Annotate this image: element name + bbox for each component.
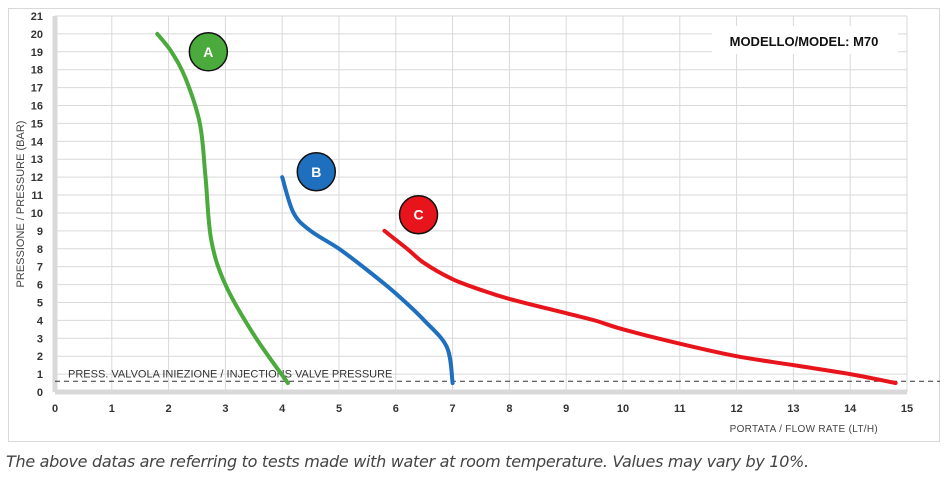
y-tick-label: 17	[31, 83, 43, 95]
y-tick-label: 5	[37, 297, 43, 309]
y-tick-label: 12	[31, 172, 43, 184]
y-tick-label: 3	[37, 333, 43, 345]
y-tick-label: 9	[37, 226, 43, 238]
x-tick-label: 14	[844, 403, 857, 415]
x-tick-label: 0	[52, 403, 58, 415]
pressure-flow-chart: 0 1 2 3 4 5 6 7 8 9 10 11 12 13 14 15012345678910111213…	[15, 11, 940, 435]
y-tick-label: 21	[31, 11, 43, 23]
x-tick-label: 10	[617, 403, 629, 415]
x-tick-label: 4	[279, 403, 286, 415]
caption: The above datas are referring to tests m…	[6, 452, 809, 471]
x-tick-label: 6	[393, 403, 399, 415]
x-tick-label: 2	[166, 403, 172, 415]
chart-title: MODELLO/MODEL: M70	[730, 34, 879, 49]
x-tick-label: 9	[563, 403, 569, 415]
series-marker-c	[398, 194, 439, 235]
y-tick-label: 7	[37, 262, 43, 274]
chart-frame	[8, 8, 940, 442]
y-tick-label: 1	[37, 369, 43, 381]
y-tick-label: 4	[37, 315, 44, 327]
y-tick-label: 8	[37, 244, 43, 256]
y-tick-label: 20	[31, 29, 43, 41]
x-tick-label: 11	[674, 403, 686, 415]
x-tick-label: 7	[450, 403, 456, 415]
series-marker-b	[296, 152, 337, 192]
x-tick-label: 8	[506, 403, 512, 415]
title-background	[712, 26, 898, 54]
y-tick-label: 14	[31, 136, 44, 148]
y-tick-label: 2	[37, 351, 43, 363]
series-line-a	[155, 31, 290, 386]
reference-line-label: PRESS. VALVOLA INIEZIONE / INJECTIONS VA…	[68, 368, 392, 380]
y-tick-label: 16	[31, 101, 43, 113]
series-label-a: A	[203, 44, 213, 60]
x-axis-label: PORTATA / FLOW RATE (LT/H)	[730, 424, 878, 435]
x-tick-label: 15	[901, 403, 913, 415]
series-line-c	[382, 228, 898, 386]
series-label-c: C	[413, 207, 423, 223]
y-tick-label: 13	[31, 154, 43, 166]
y-axis-label: PRESSIONE / PRESSURE (BAR)	[15, 121, 27, 288]
x-tick-label: 5	[336, 403, 342, 415]
x-tick-label: 1	[109, 403, 115, 415]
x-tick-label: 13	[787, 403, 799, 415]
y-tick-label: 19	[31, 47, 43, 59]
series-line-b	[280, 175, 455, 386]
series-marker-a	[188, 32, 229, 72]
y-tick-label: 6	[37, 280, 43, 292]
y-tick-label: 11	[31, 190, 43, 202]
x-tick-label: 3	[222, 403, 228, 415]
y-tick-label: 0	[37, 387, 43, 399]
y-tick-label: 18	[31, 65, 43, 77]
x-tick-label: 12	[730, 403, 742, 415]
y-tick-label: 10	[31, 208, 43, 220]
y-tick-label: 15	[31, 118, 43, 130]
series-label-b: B	[311, 164, 321, 180]
